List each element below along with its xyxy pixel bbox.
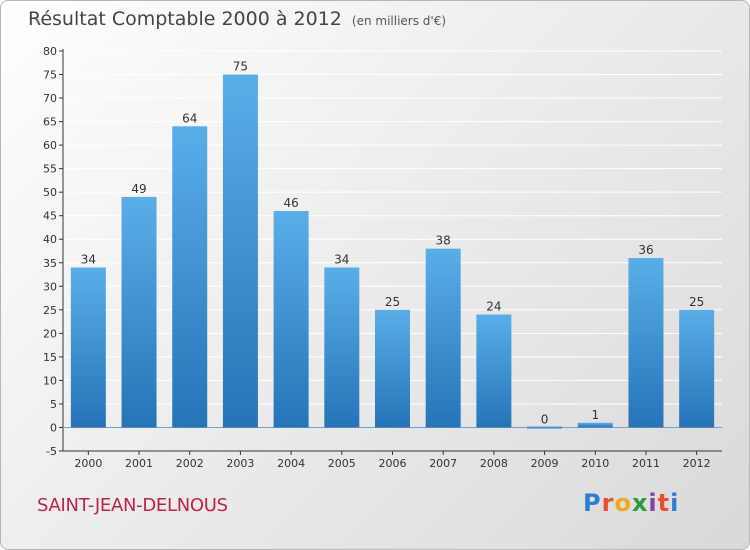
y-tick-label: 35 <box>43 257 57 270</box>
chart-unit: (en milliers d'€) <box>351 14 447 28</box>
bar <box>577 422 613 428</box>
logo-letter: P <box>583 489 602 517</box>
y-tick-label: 25 <box>43 304 57 317</box>
bar <box>375 309 410 428</box>
bar <box>679 309 715 428</box>
bar <box>121 196 157 428</box>
chart-title: Résultat Comptable 2000 à 2012 (en millie… <box>28 8 446 30</box>
x-tick-label: 2001 <box>125 457 153 470</box>
bar <box>628 258 664 428</box>
logo-letter: x <box>631 489 649 517</box>
x-tick-label: 2009 <box>531 457 559 470</box>
x-tick-label: 2004 <box>277 457 305 470</box>
x-tick-label: 2003 <box>226 457 254 470</box>
y-tick-label: 50 <box>43 186 57 199</box>
bar <box>172 126 208 428</box>
town-name: SAINT-JEAN-DELNOUS <box>37 495 228 516</box>
bar <box>70 267 106 428</box>
chart-title-text: Résultat Comptable 2000 à 2012 <box>28 8 342 30</box>
x-tick-label: 2008 <box>480 457 508 470</box>
data-label: 25 <box>385 295 400 309</box>
y-tick-label: 40 <box>43 233 57 246</box>
x-tick-label: 2007 <box>429 457 457 470</box>
data-label: 46 <box>283 196 298 210</box>
x-tick-label: 2006 <box>379 457 407 470</box>
logo-letter: r <box>601 489 615 517</box>
data-label: 34 <box>81 252 96 266</box>
data-label: 36 <box>638 243 653 257</box>
bar <box>476 314 512 428</box>
bar <box>222 74 258 428</box>
y-tick-label: 45 <box>43 210 57 223</box>
logo-letter: i <box>648 489 658 517</box>
data-label: 24 <box>486 300 501 314</box>
logo-letter: i <box>670 489 680 517</box>
y-tick-label: 55 <box>43 163 57 176</box>
y-tick-label: 30 <box>43 280 57 293</box>
bar <box>425 248 461 428</box>
x-tick-label: 2011 <box>632 457 660 470</box>
data-label: 25 <box>689 295 704 309</box>
data-label: 75 <box>233 60 248 74</box>
data-label: 0 <box>541 412 549 426</box>
x-tick-label: 2005 <box>328 457 356 470</box>
y-tick-label: 10 <box>43 374 57 387</box>
y-tick-label: 0 <box>50 421 57 434</box>
logo-letter: t <box>657 489 671 517</box>
y-tick-label: 5 <box>50 398 57 411</box>
data-label: 34 <box>334 252 349 266</box>
y-tick-label: 80 <box>43 45 57 58</box>
y-tick-label: 70 <box>43 92 57 105</box>
logo-letter: o <box>614 489 632 517</box>
data-label: 49 <box>131 182 146 196</box>
y-tick-label: 65 <box>43 116 57 129</box>
y-tick-label: 75 <box>43 69 57 82</box>
bar <box>527 426 563 429</box>
x-tick-label: 2002 <box>176 457 204 470</box>
bar <box>273 211 309 428</box>
proxiti-logo: Proxiti <box>583 489 679 517</box>
x-tick-label: 2000 <box>74 457 102 470</box>
data-label: 1 <box>591 408 599 422</box>
bar <box>324 267 360 428</box>
x-tick-label: 2010 <box>581 457 609 470</box>
data-label: 64 <box>182 111 197 125</box>
data-label: 38 <box>436 234 451 248</box>
y-tick-label: 15 <box>43 351 57 364</box>
y-tick-label: -5 <box>46 445 57 458</box>
y-tick-label: 60 <box>43 139 57 152</box>
x-tick-label: 2012 <box>683 457 711 470</box>
y-tick-label: 20 <box>43 327 57 340</box>
